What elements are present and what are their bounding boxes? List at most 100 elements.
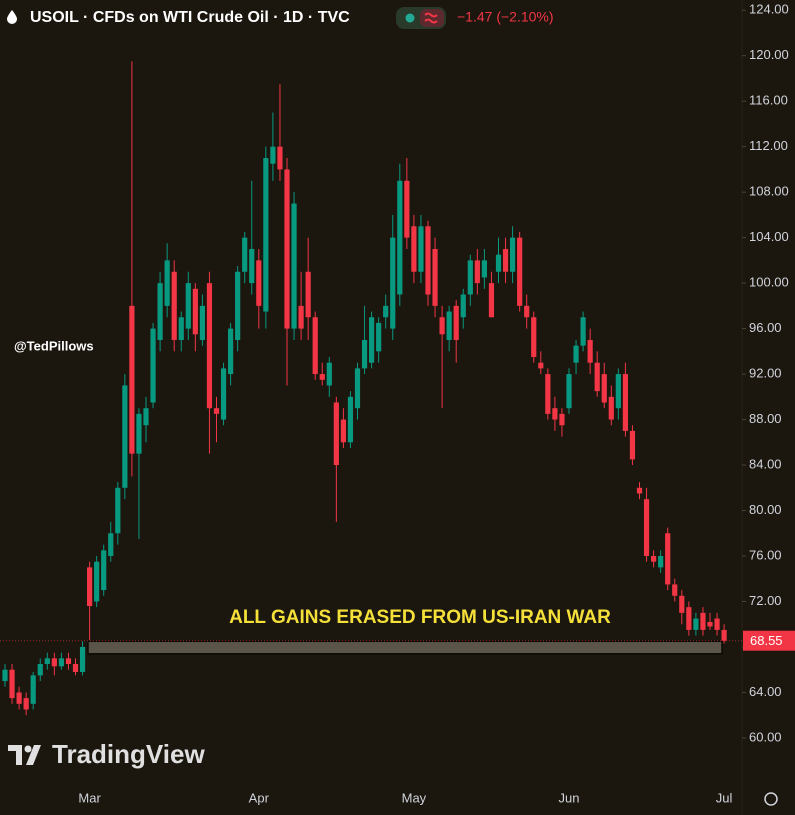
candle-body	[298, 305, 304, 329]
candle-body	[488, 283, 495, 318]
candle-body	[354, 368, 361, 409]
annotation: ALL GAINS ERASED FROM US-IRAN WAR	[229, 607, 611, 628]
candle-body	[510, 237, 516, 272]
candle-body	[629, 430, 636, 460]
candle-body	[615, 374, 621, 409]
candle-body	[305, 271, 311, 318]
candle-body	[714, 618, 720, 630]
candle-body	[601, 374, 607, 403]
y-tick-label: 84.00	[749, 456, 782, 471]
candle-body	[157, 283, 163, 340]
candle-body	[2, 669, 8, 682]
x-tick-label: Jul	[716, 790, 733, 805]
candle-body	[559, 413, 565, 426]
price-change: −1.47 (−2.10%)	[457, 9, 554, 25]
candle-body	[453, 305, 459, 340]
candle-body	[284, 169, 290, 329]
candle-body	[185, 283, 191, 329]
candle-body	[277, 146, 283, 170]
last-price-box	[743, 630, 795, 651]
y-tick-label: 116.00	[749, 93, 788, 108]
candle-body	[587, 339, 593, 363]
candle-body	[636, 487, 643, 494]
candle-body	[228, 328, 234, 375]
y-tick-label: 80.00	[749, 502, 782, 517]
x-tick-label: Mar	[78, 790, 101, 805]
candle-body	[517, 237, 523, 306]
candle-body	[446, 311, 452, 340]
candle-body	[164, 260, 170, 306]
candle-body	[213, 408, 220, 414]
candle-body	[672, 584, 678, 596]
candle-body	[376, 322, 382, 352]
candle-body	[643, 499, 650, 557]
settings-icon[interactable]	[764, 792, 778, 806]
candle-body	[199, 305, 205, 340]
x-tick-label: Jun	[559, 790, 580, 805]
candle-body	[326, 362, 332, 386]
y-tick-label: 100.00	[749, 275, 789, 290]
y-tick-label: 76.00	[749, 547, 782, 562]
candle-body	[439, 317, 445, 335]
y-tick-label: 96.00	[749, 320, 782, 335]
last-price-label: 68.55	[750, 633, 783, 648]
candle-body	[44, 658, 50, 665]
candle-body	[495, 254, 502, 272]
x-tick-label: May	[402, 790, 427, 805]
watermark: @TedPillows	[14, 338, 94, 353]
candle-body	[390, 237, 396, 329]
y-tick-label: 112.00	[749, 138, 788, 153]
candle-body	[524, 305, 530, 318]
candle-body	[566, 374, 572, 409]
candle-body	[460, 294, 466, 318]
y-tick-label: 64.00	[749, 684, 782, 699]
candle-body	[143, 408, 149, 426]
candle-body	[9, 669, 15, 699]
candle-body	[573, 345, 579, 363]
candle-body	[206, 283, 213, 409]
candle-body	[538, 362, 544, 369]
y-tick-label: 120.00	[749, 47, 789, 62]
support-zone	[87, 640, 723, 655]
candle-body	[361, 339, 368, 369]
brand: TradingView	[52, 739, 205, 769]
candle-body	[467, 260, 473, 295]
candle-body	[425, 226, 431, 295]
candle-body	[171, 271, 177, 340]
candle-body	[94, 561, 100, 602]
status-wave-bg	[420, 9, 444, 27]
candle-body	[580, 317, 586, 346]
candle-body	[129, 305, 135, 454]
y-tick-label: 88.00	[749, 411, 782, 426]
candle-body	[404, 180, 410, 238]
candle-body	[474, 260, 480, 284]
candle-body	[136, 413, 142, 454]
status-wave	[424, 12, 438, 24]
candle-body	[312, 317, 318, 375]
candle-body	[270, 146, 276, 164]
candle-body	[679, 595, 685, 613]
candle-body	[397, 180, 403, 295]
y-tick-label: 60.00	[749, 729, 782, 744]
candle-body	[242, 237, 248, 272]
candle-body	[150, 328, 156, 403]
candle-body	[658, 556, 664, 568]
candle-body	[347, 396, 354, 443]
candle-body	[23, 698, 29, 710]
candle-body	[622, 374, 628, 431]
candle-body	[235, 271, 241, 340]
candle-body	[481, 260, 487, 278]
symbol-icon	[7, 10, 17, 24]
candle-body	[249, 249, 255, 284]
candle-body	[65, 658, 72, 665]
x-tick-label: Apr	[249, 790, 270, 805]
candle-body	[256, 260, 262, 306]
candle-body	[319, 374, 325, 380]
candle-body	[192, 288, 198, 335]
candle-body	[263, 158, 269, 312]
candle-body	[79, 646, 86, 672]
candle-body	[411, 226, 417, 272]
